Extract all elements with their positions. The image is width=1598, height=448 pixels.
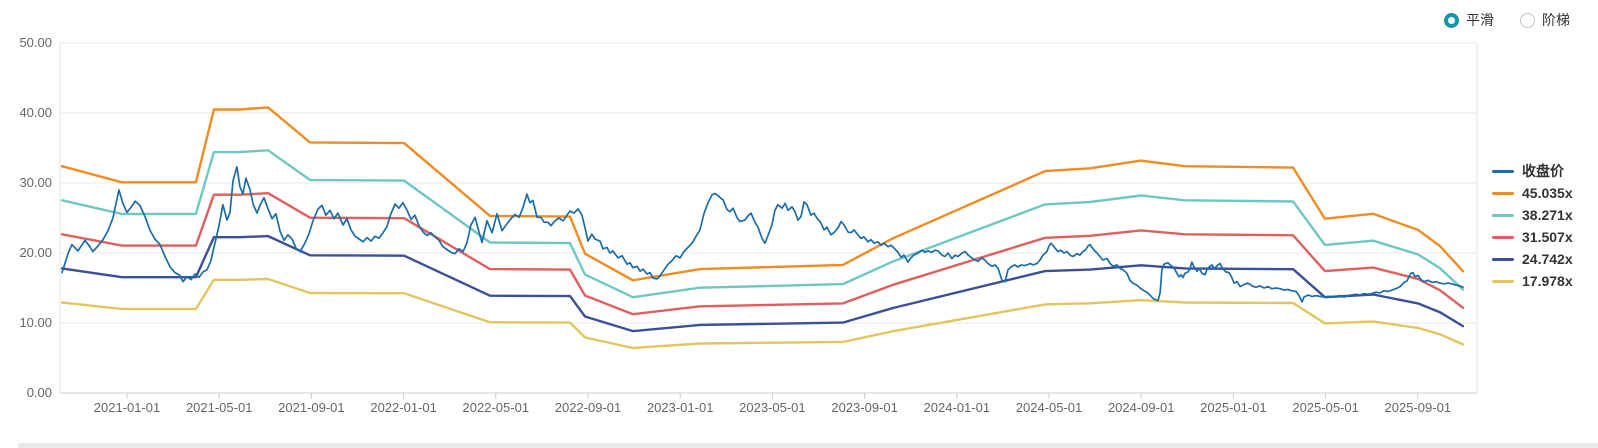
- legend-label: 38.271x: [1522, 207, 1573, 223]
- radio-selected-icon[interactable]: [1444, 12, 1459, 28]
- x-axis-tick-label: 2025-09-01: [1385, 400, 1452, 415]
- legend-swatch-icon: [1492, 213, 1514, 217]
- legend-item-0[interactable]: 收盘价: [1492, 163, 1573, 179]
- legend-label: 45.035x: [1522, 185, 1573, 201]
- radio-step-label: 阶梯: [1542, 12, 1570, 28]
- radio-step[interactable]: 阶梯: [1520, 10, 1570, 30]
- x-axis-tick-label: 2025-05-01: [1292, 400, 1359, 415]
- x-axis-tick-label: 2024-05-01: [1016, 400, 1083, 415]
- y-axis-tick-label: 20.00: [19, 245, 52, 260]
- band-line-24.742x: [60, 234, 1465, 333]
- x-axis-tick-label: 2022-01-01: [370, 400, 437, 415]
- close-price-line: [61, 166, 1464, 303]
- x-axis-tick-label: 2024-01-01: [924, 400, 991, 415]
- legend-swatch-icon: [1492, 257, 1514, 261]
- legend-swatch-icon: [1492, 235, 1514, 239]
- y-axis-tick-label: 0.00: [27, 385, 52, 400]
- x-axis-tick-label: 2024-09-01: [1108, 400, 1175, 415]
- y-axis-tick-label: 50.00: [19, 35, 52, 50]
- legend-item-1[interactable]: 45.035x: [1492, 185, 1573, 201]
- legend-item-4[interactable]: 24.742x: [1492, 251, 1573, 267]
- legend-swatch-icon: [1492, 191, 1514, 195]
- x-axis-tick-label: 2023-01-01: [647, 400, 714, 415]
- legend-label: 31.507x: [1522, 229, 1573, 245]
- y-axis-tick-label: 30.00: [19, 175, 52, 190]
- chart-legend: 收盘价 45.035x 38.271x 31.507x 24.742x 17.978x: [1492, 163, 1573, 289]
- band-line-45.035x: [60, 106, 1465, 282]
- curve-mode-radio-group: 平滑 阶梯: [1444, 10, 1570, 30]
- x-axis-tick-label: 2021-09-01: [278, 400, 345, 415]
- horizontal-scrollbar[interactable]: [18, 443, 1598, 448]
- legend-item-2[interactable]: 38.271x: [1492, 207, 1573, 223]
- legend-label: 24.742x: [1522, 251, 1573, 267]
- x-axis-tick-label: 2022-09-01: [555, 400, 622, 415]
- radio-smooth[interactable]: 平滑: [1444, 10, 1494, 30]
- legend-label: 17.978x: [1522, 273, 1573, 289]
- y-axis-tick-label: 40.00: [19, 105, 52, 120]
- band-line-17.978x: [60, 277, 1465, 350]
- legend-swatch-icon: [1492, 169, 1514, 173]
- price-band-chart[interactable]: 0.00 10.00 20.00 30.00 40.00 50.00 2021-01-01 2…: [0, 0, 1598, 430]
- radio-smooth-label: 平滑: [1466, 12, 1494, 28]
- x-axis-tick-label: 2021-05-01: [186, 400, 253, 415]
- x-axis-tick-label: 2023-05-01: [739, 400, 806, 415]
- y-axis-tick-label: 10.00: [19, 315, 52, 330]
- legend-label: 收盘价: [1522, 163, 1564, 179]
- radio-unselected-icon[interactable]: [1520, 12, 1535, 28]
- x-axis-tick-label: 2023-09-01: [831, 400, 898, 415]
- x-axis-tick-label: 2022-05-01: [463, 400, 530, 415]
- legend-swatch-icon: [1492, 279, 1514, 283]
- legend-item-5[interactable]: 17.978x: [1492, 273, 1573, 289]
- x-axis-tick-label: 2021-01-01: [94, 400, 161, 415]
- band-line-31.507x: [60, 192, 1465, 316]
- band-line-38.271x: [60, 149, 1465, 299]
- legend-item-3[interactable]: 31.507x: [1492, 229, 1573, 245]
- x-axis-tick-label: 2025-01-01: [1200, 400, 1267, 415]
